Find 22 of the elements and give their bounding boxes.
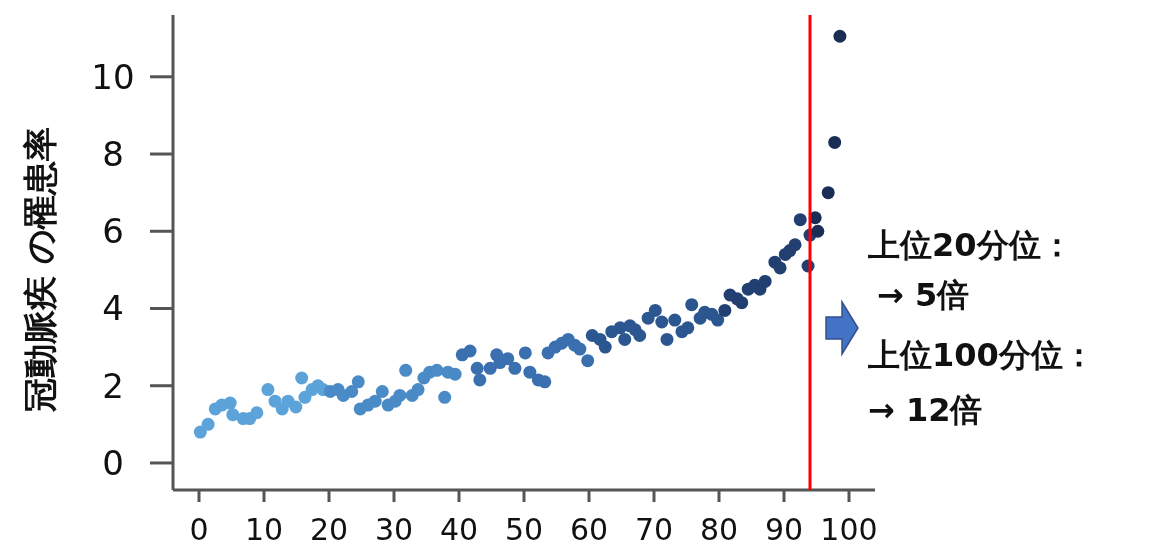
x-tick-label: 80 [699,512,739,547]
y-tick-label: 10 [91,56,135,97]
text: → 5倍 [877,276,970,314]
x-tick-label: 50 [504,512,544,547]
y-tick-label: 0 [102,442,124,483]
x-tick-label: 30 [374,512,414,547]
y-axis-title: 冠動脈疾 の罹患率 [20,127,60,414]
y-tick-label: 8 [102,133,124,174]
y-tick-label: 6 [102,211,124,252]
x-tick-label: 10 [244,512,284,547]
annotation: → 12倍 [868,391,983,429]
x-tick-label: 20 [309,512,349,547]
y-tick-label: 4 [102,288,124,329]
x-tick-label: 100 [820,512,878,547]
annotation: 上位20分位： [867,226,1073,264]
annotation: 上位100分位： [867,336,1095,374]
x-tick-label: 40 [439,512,479,547]
x-tick-label: 0 [189,512,209,547]
x-tick-label: 60 [569,512,609,547]
x-tick-label: 90 [764,512,804,547]
y-tick-label: 2 [102,365,124,406]
x-tick-label: 70 [634,512,674,547]
